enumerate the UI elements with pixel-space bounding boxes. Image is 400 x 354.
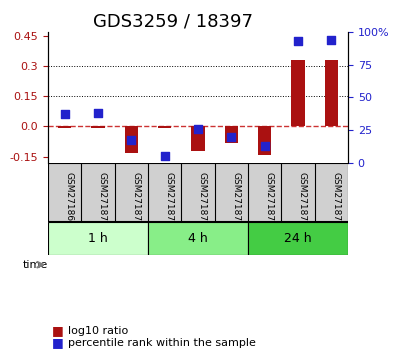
Bar: [48, 163, 81, 222]
Text: log10 ratio: log10 ratio: [68, 326, 128, 336]
Text: GSM271872: GSM271872: [165, 172, 174, 226]
Bar: [215, 163, 248, 222]
Text: percentile rank within the sample: percentile rank within the sample: [68, 338, 256, 348]
Bar: [58, 126, 71, 129]
Bar: [181, 163, 215, 222]
Bar: [191, 126, 205, 150]
Point: [62, 112, 68, 117]
Bar: [248, 163, 281, 222]
Point: [328, 37, 334, 42]
Bar: [125, 126, 138, 153]
Text: GSM271877: GSM271877: [331, 172, 340, 227]
Bar: [225, 126, 238, 143]
Text: GSM271874: GSM271874: [231, 172, 240, 226]
Point: [162, 153, 168, 159]
Point: [128, 138, 134, 143]
Text: GSM271876: GSM271876: [298, 172, 307, 227]
Text: GDS3259 / 18397: GDS3259 / 18397: [93, 12, 253, 30]
Text: 1 h: 1 h: [88, 232, 108, 245]
Bar: [281, 163, 315, 222]
Text: 24 h: 24 h: [284, 232, 312, 245]
FancyBboxPatch shape: [248, 222, 348, 255]
Text: ■: ■: [52, 325, 64, 337]
Point: [295, 38, 301, 44]
Bar: [91, 126, 105, 129]
Point: [228, 134, 234, 139]
FancyBboxPatch shape: [48, 222, 148, 255]
Bar: [115, 163, 148, 222]
Text: GSM271871: GSM271871: [131, 172, 140, 227]
Bar: [325, 60, 338, 126]
Bar: [315, 163, 348, 222]
Bar: [148, 163, 181, 222]
Bar: [81, 163, 115, 222]
Point: [195, 126, 201, 132]
Text: GSM271875: GSM271875: [265, 172, 274, 227]
FancyBboxPatch shape: [148, 222, 248, 255]
Bar: [158, 126, 171, 129]
Bar: [258, 126, 271, 155]
Text: ■: ■: [52, 336, 64, 349]
Text: 4 h: 4 h: [188, 232, 208, 245]
Text: GSM271870: GSM271870: [98, 172, 107, 227]
Text: GSM271869: GSM271869: [65, 172, 74, 227]
Point: [95, 110, 101, 116]
Text: time: time: [23, 260, 48, 270]
Text: GSM271873: GSM271873: [198, 172, 207, 227]
Bar: [291, 60, 305, 126]
Point: [262, 143, 268, 149]
